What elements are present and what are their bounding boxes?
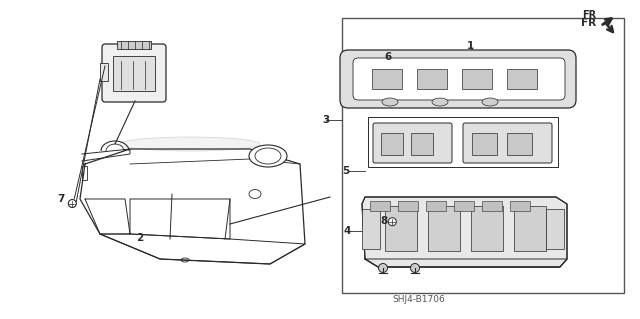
Ellipse shape [382, 98, 398, 106]
Ellipse shape [249, 145, 287, 167]
Bar [100, 63, 108, 81]
Text: 2: 2 [136, 233, 143, 243]
FancyBboxPatch shape [463, 123, 552, 163]
Bar [117, 41, 151, 49]
Bar [398, 201, 418, 211]
FancyBboxPatch shape [353, 58, 565, 100]
Ellipse shape [482, 98, 498, 106]
FancyBboxPatch shape [373, 123, 452, 163]
Bar [462, 69, 492, 89]
Text: 6: 6 [385, 52, 392, 62]
Ellipse shape [410, 263, 419, 272]
Bar [362, 209, 380, 249]
Bar [471, 206, 503, 251]
Text: 3: 3 [323, 115, 330, 125]
Bar [482, 201, 502, 211]
Text: 7: 7 [57, 194, 65, 204]
Bar [507, 133, 532, 155]
FancyBboxPatch shape [102, 44, 166, 102]
Text: 4: 4 [344, 226, 351, 236]
Ellipse shape [388, 218, 396, 226]
Text: 5: 5 [342, 166, 349, 176]
Bar [428, 206, 460, 251]
Ellipse shape [68, 199, 76, 208]
Polygon shape [362, 197, 567, 267]
Text: 8: 8 [380, 216, 388, 226]
Bar [385, 206, 417, 251]
Bar [514, 206, 546, 251]
Bar [417, 69, 447, 89]
Bar [546, 209, 564, 249]
Bar [507, 69, 537, 89]
Bar [411, 133, 433, 155]
Bar [381, 133, 403, 155]
Bar [368, 117, 558, 167]
Bar [82, 166, 87, 180]
Text: FR: FR [582, 10, 596, 20]
Bar [342, 18, 624, 293]
Bar [372, 69, 402, 89]
Bar [454, 201, 474, 211]
Text: SHJ4-B1706: SHJ4-B1706 [393, 295, 445, 304]
Bar [426, 201, 446, 211]
Ellipse shape [120, 137, 260, 151]
Bar [510, 201, 530, 211]
FancyBboxPatch shape [340, 50, 576, 108]
Bar [472, 133, 497, 155]
Text: FR: FR [581, 18, 596, 28]
Text: 1: 1 [467, 41, 474, 51]
Bar [370, 201, 390, 211]
Ellipse shape [378, 263, 387, 272]
Ellipse shape [432, 98, 448, 106]
Bar [113, 56, 155, 91]
